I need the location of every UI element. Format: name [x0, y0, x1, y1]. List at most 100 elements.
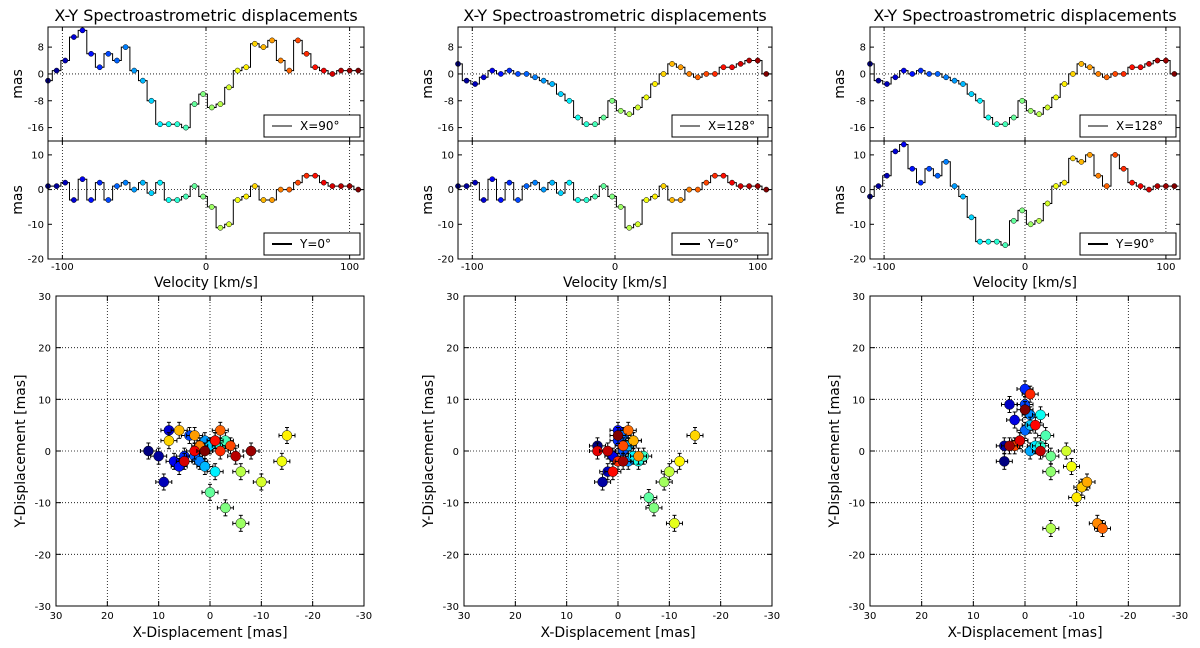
data-point — [114, 57, 120, 64]
data-point — [985, 114, 992, 121]
x-tick-label: -20 — [1120, 611, 1136, 622]
y-tick-label: 20 — [852, 344, 865, 355]
y-tick-label: 20 — [38, 344, 51, 355]
scatter-point — [1081, 476, 1093, 488]
data-point — [497, 71, 504, 77]
data-point — [746, 183, 753, 189]
x-tick-label: -10 — [661, 611, 677, 622]
data-point — [532, 179, 538, 186]
x-tick-label: 30 — [458, 611, 471, 622]
y-tick-label: 10 — [441, 150, 454, 161]
scatter-point — [658, 476, 670, 488]
x-tick-label: 10 — [152, 611, 165, 622]
x-tick-label: -30 — [356, 611, 372, 622]
data-point — [62, 179, 69, 186]
data-point — [208, 104, 215, 111]
panel-title: X-Y Spectroastrometric displacements — [873, 6, 1176, 25]
data-point — [1120, 165, 1127, 172]
scatter-point-group — [1026, 416, 1044, 434]
data-point — [1044, 200, 1051, 207]
scatter-point-group — [175, 452, 193, 470]
data-point — [1019, 97, 1026, 104]
scatter-point — [612, 430, 624, 441]
data-point — [329, 183, 336, 189]
scatter-point — [617, 456, 629, 467]
data-point — [105, 50, 112, 57]
data-point — [934, 172, 941, 179]
data-point — [1154, 183, 1161, 189]
data-point — [677, 197, 684, 203]
legend-box — [263, 232, 361, 256]
data-point — [626, 111, 633, 118]
data-point — [729, 179, 735, 186]
x-tick-label: -30 — [764, 611, 780, 622]
scatter-point — [235, 466, 247, 477]
data-point — [1044, 104, 1051, 111]
data-point — [626, 224, 633, 231]
data-point — [917, 67, 924, 74]
data-point — [609, 97, 615, 104]
x-tick-label: -20 — [304, 611, 320, 622]
y-tick-label: -30 — [849, 602, 865, 613]
data-point — [1163, 183, 1169, 189]
data-point — [1086, 152, 1093, 158]
scatter-point — [189, 430, 200, 441]
data-point — [226, 84, 232, 91]
y-tick-label: -20 — [28, 255, 44, 266]
displacement-panel-1: 30 20 10 0 -10 -20 -30 -30 -20 -10 0 10 20 30 X-Displa… — [13, 292, 372, 641]
scatter-point-group — [660, 463, 678, 481]
scatter-point-group — [252, 473, 270, 491]
y-tick-label: 0 — [453, 447, 459, 458]
scatter-point-group — [645, 499, 663, 517]
scatter-point — [1030, 419, 1041, 431]
data-point — [884, 172, 890, 179]
data-point — [951, 77, 958, 84]
data-point — [1027, 107, 1034, 114]
scatter-point-group — [1032, 406, 1049, 424]
velocity-axis-label: Velocity [km/s] — [154, 275, 258, 291]
data-point — [346, 67, 353, 74]
data-point — [575, 114, 581, 121]
scatter-point — [689, 430, 701, 441]
data-point — [1095, 172, 1102, 179]
scatter-point — [633, 450, 644, 462]
y-tick-label: 0 — [860, 69, 866, 80]
x-tick-label: 0 — [203, 262, 209, 273]
data-point — [1010, 217, 1017, 224]
scatter-point-group — [186, 427, 204, 444]
scatter-point — [597, 476, 608, 488]
data-point — [1070, 71, 1076, 77]
scatter-point — [1024, 388, 1036, 400]
data-point — [1061, 81, 1068, 87]
data-point — [1010, 114, 1017, 121]
data-point — [875, 77, 882, 84]
y-tick-label: -8 — [444, 96, 454, 107]
data-point — [634, 221, 641, 228]
x-axis-label: X-Displacement [mas] — [947, 625, 1102, 641]
scatter-point — [999, 456, 1010, 467]
data-point — [746, 57, 753, 64]
data-point — [105, 197, 112, 203]
data-point — [566, 179, 573, 186]
data-point — [191, 183, 198, 189]
scatter-point — [281, 430, 293, 441]
data-point — [884, 81, 890, 87]
y-tick-label: -30 — [35, 602, 51, 613]
data-point — [480, 74, 487, 81]
scatter-point-group — [206, 463, 224, 481]
data-point — [754, 57, 761, 64]
data-point — [669, 61, 675, 67]
data-point — [1053, 183, 1059, 189]
scatter-point-group — [1011, 432, 1029, 450]
data-point — [165, 197, 172, 203]
scatter-point-group — [216, 499, 234, 517]
scatter-point-group — [686, 427, 704, 444]
y-tick-label: -8 — [856, 96, 866, 107]
scatter-point — [617, 440, 629, 452]
velocity-panel-1-top: -16 -8 0 8 mas X=90° — [10, 26, 365, 142]
scatter-point — [179, 456, 190, 467]
data-point — [303, 172, 310, 179]
y-tick-label: 0 — [448, 185, 454, 196]
y-tick-label: -30 — [443, 602, 459, 613]
